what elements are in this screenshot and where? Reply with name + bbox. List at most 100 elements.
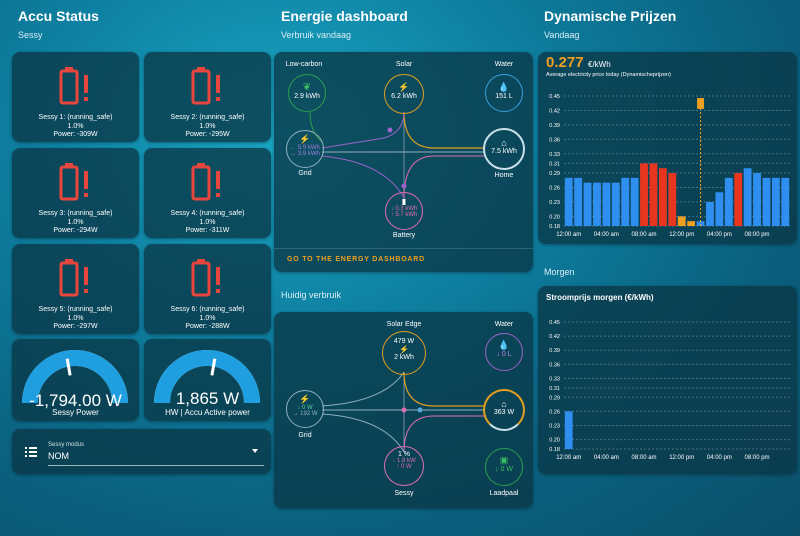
x-tick-label: 08:00 am: [632, 232, 657, 238]
y-tick-label: 0.33: [549, 152, 560, 158]
gauge-arc: [154, 350, 260, 404]
grid-label: Grid: [298, 432, 312, 439]
y-tick-label: 0.33: [549, 376, 560, 382]
price-bar[interactable]: [677, 216, 686, 226]
grid-in: ↓ 0 W: [297, 405, 313, 411]
laadpaal-node[interactable]: ▣ ↓ 0 W: [485, 448, 523, 486]
x-tick-label: 04:00 am: [594, 232, 619, 238]
sessy-out: ↑ 0 W: [396, 464, 412, 470]
solar-node[interactable]: ⚡ 6.2 kWh: [384, 74, 424, 114]
x-tick-label: 12:00 pm: [669, 232, 694, 238]
battery-power: Power: -295W: [185, 131, 230, 138]
home-icon: ⌂: [501, 138, 507, 148]
price-bar[interactable]: [762, 177, 771, 226]
price-chart-today: 0.45 0.42 0.39 0.36 0.33 0.31 0.29 0.26 0.23 0.20…: [549, 94, 790, 238]
battery-power: Power: -309W: [53, 131, 98, 138]
solar-edge-node[interactable]: 479 W ⚡ 2 kWh: [382, 331, 426, 375]
gauge-needle: [210, 358, 217, 376]
price-bar[interactable]: [621, 177, 630, 226]
battery-alert-icon: [191, 259, 220, 297]
price-bar[interactable]: [668, 173, 677, 226]
y-tick-label: 0.31: [549, 386, 560, 392]
home-node[interactable]: ⌂ 363 W: [483, 389, 525, 431]
sessy-node[interactable]: 1 % ↓ 1.8 kW ↑ 0 W: [384, 446, 424, 486]
battery-name: Sessy 4: (running_safe): [170, 210, 245, 217]
grid-node[interactable]: ⚡ ← 5.9 kWh → 3.9 kWh: [286, 130, 324, 168]
water-drop-icon: 💧: [498, 340, 510, 350]
price-bar[interactable]: [564, 177, 573, 226]
battery-card[interactable]: Sessy 1: (running_safe) 1.0% Power: -309W: [12, 52, 139, 142]
grid-out: → 3.9 kWh: [290, 151, 320, 157]
price-bar[interactable]: [696, 221, 705, 226]
price-bar[interactable]: [771, 177, 780, 226]
energy-distribution-today: Low-carbon ❦ 2.9 kWh Solar ⚡ 6.2 kWh Wat…: [274, 52, 533, 272]
price-bar[interactable]: [583, 182, 592, 226]
solar-edge-value: 479 W: [393, 338, 415, 345]
accu-active-power-gauge[interactable]: 1,865 W HW | Accu Active power: [144, 339, 271, 421]
battery-card[interactable]: Sessy 6: (running_safe) 1.0% Power: -288W: [144, 244, 271, 334]
x-tick-label: 08:00 am: [632, 455, 657, 461]
battery-card[interactable]: Sessy 5: (running_safe) 1.0% Power: -297W: [12, 244, 139, 334]
price-bar[interactable]: [743, 168, 752, 226]
solar-value: 6.2 kWh: [391, 93, 417, 100]
price-bar[interactable]: [611, 182, 620, 226]
battery-power: Power: -288W: [185, 323, 230, 330]
price-bar[interactable]: [781, 177, 790, 226]
energy-dashboard-link[interactable]: GO TO THE ENERGY DASHBOARD: [287, 256, 425, 263]
battery-name: Sessy 1: (running_safe): [38, 114, 113, 121]
lowcarbon-node[interactable]: ❦ 2.9 kWh: [288, 74, 326, 112]
price-bar[interactable]: [602, 182, 611, 226]
home-icon: ⌂: [501, 399, 507, 409]
battery-card[interactable]: Sessy 4: (running_safe) 1.0% Power: -311W: [144, 148, 271, 238]
transmission-tower-icon: ⚡: [299, 134, 311, 144]
price-bar[interactable]: [734, 173, 743, 226]
price-bar[interactable]: [706, 201, 714, 226]
price-bar[interactable]: [564, 411, 573, 449]
y-tick-label: 0.18: [549, 224, 560, 230]
mode-select[interactable]: Sessy modus NOM: [48, 437, 264, 466]
ev-charger-icon: ▣: [499, 455, 509, 465]
price-bar[interactable]: [630, 177, 639, 226]
current-price-marker[interactable]: [697, 98, 705, 109]
x-tick-label: 04:00 pm: [707, 232, 732, 238]
price-bar[interactable]: [687, 221, 696, 226]
battery-alert-icon: [191, 163, 220, 201]
battery-name: Sessy 3: (running_safe): [38, 210, 113, 217]
price-unit: €/kWh: [588, 60, 611, 69]
prices-title: Dynamische Prijzen: [544, 8, 677, 24]
prices-tomorrow-label: Morgen: [544, 267, 575, 277]
y-tick-label: 0.39: [549, 348, 560, 354]
price-bar[interactable]: [715, 192, 724, 226]
battery-out: ↑ 5.7 kWh: [390, 212, 418, 218]
price-bar[interactable]: [658, 168, 667, 226]
grid-node[interactable]: ⚡ ↓ 0 W → 192 W: [286, 390, 324, 428]
battery-node[interactable]: ▮ ↓ 0.3 kWh ↑ 5.7 kWh: [385, 192, 423, 230]
battery-name: Sessy 6: (running_safe): [170, 306, 245, 313]
battery-pct: 1.0%: [67, 218, 84, 226]
battery-pct: 1.0%: [67, 122, 84, 130]
price-bar[interactable]: [640, 163, 648, 226]
battery-pct: 1.0%: [199, 218, 216, 226]
water-label: Water: [494, 321, 514, 328]
home-value: 363 W: [493, 409, 515, 416]
battery-card[interactable]: Sessy 3: (running_safe) 1.0% Power: -294W: [12, 148, 139, 238]
x-tick-label: 12:00 am: [556, 455, 581, 461]
battery-card[interactable]: Sessy 2: (running_safe) 1.0% Power: -295W: [144, 52, 271, 142]
x-tick-label: 12:00 pm: [669, 455, 694, 461]
home-node[interactable]: ⌂ 7.5 kWh: [483, 128, 525, 170]
sessy-power-gauge[interactable]: -1,794.00 W Sessy Power: [12, 339, 139, 421]
price-bar[interactable]: [753, 173, 761, 226]
price-chart-tomorrow: 0.45 0.42 0.39 0.36 0.33 0.31 0.29 0.26 0.23 0.20…: [549, 320, 790, 461]
y-tick-label: 0.29: [549, 171, 560, 177]
price-bar[interactable]: [649, 163, 658, 226]
price-bar[interactable]: [593, 182, 601, 226]
solar-panel-icon: ⚡: [398, 82, 410, 92]
grid-label: Grid: [298, 170, 312, 177]
battery-name: Sessy 5: (running_safe): [38, 306, 113, 313]
water-node[interactable]: 💧 ↓ 0 L: [485, 333, 523, 371]
price-bar[interactable]: [574, 177, 583, 226]
water-node[interactable]: 💧 151 L: [485, 74, 523, 112]
battery-alert-icon: [191, 67, 220, 105]
price-bar[interactable]: [724, 177, 733, 226]
x-tick-label: 04:00 pm: [707, 455, 732, 461]
